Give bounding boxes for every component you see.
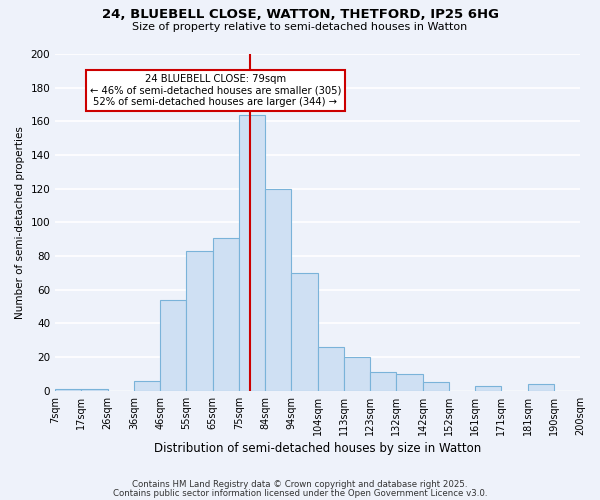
- Bar: [265, 188, 292, 391]
- Bar: [527, 384, 554, 391]
- Bar: [239, 114, 265, 391]
- X-axis label: Distribution of semi-detached houses by size in Watton: Distribution of semi-detached houses by …: [154, 442, 481, 455]
- Bar: [55, 389, 82, 391]
- Bar: [292, 273, 317, 391]
- Bar: [212, 238, 239, 391]
- Text: Size of property relative to semi-detached houses in Watton: Size of property relative to semi-detach…: [133, 22, 467, 32]
- Bar: [475, 386, 501, 391]
- Bar: [370, 372, 397, 391]
- Bar: [187, 251, 212, 391]
- Bar: [344, 357, 370, 391]
- Bar: [82, 389, 107, 391]
- Bar: [397, 374, 422, 391]
- Text: 24 BLUEBELL CLOSE: 79sqm
← 46% of semi-detached houses are smaller (305)
52% of : 24 BLUEBELL CLOSE: 79sqm ← 46% of semi-d…: [89, 74, 341, 108]
- Text: Contains public sector information licensed under the Open Government Licence v3: Contains public sector information licen…: [113, 488, 487, 498]
- Bar: [160, 300, 187, 391]
- Text: 24, BLUEBELL CLOSE, WATTON, THETFORD, IP25 6HG: 24, BLUEBELL CLOSE, WATTON, THETFORD, IP…: [101, 8, 499, 20]
- Text: Contains HM Land Registry data © Crown copyright and database right 2025.: Contains HM Land Registry data © Crown c…: [132, 480, 468, 489]
- Bar: [317, 347, 344, 391]
- Bar: [422, 382, 449, 391]
- Y-axis label: Number of semi-detached properties: Number of semi-detached properties: [15, 126, 25, 319]
- Bar: [134, 380, 160, 391]
